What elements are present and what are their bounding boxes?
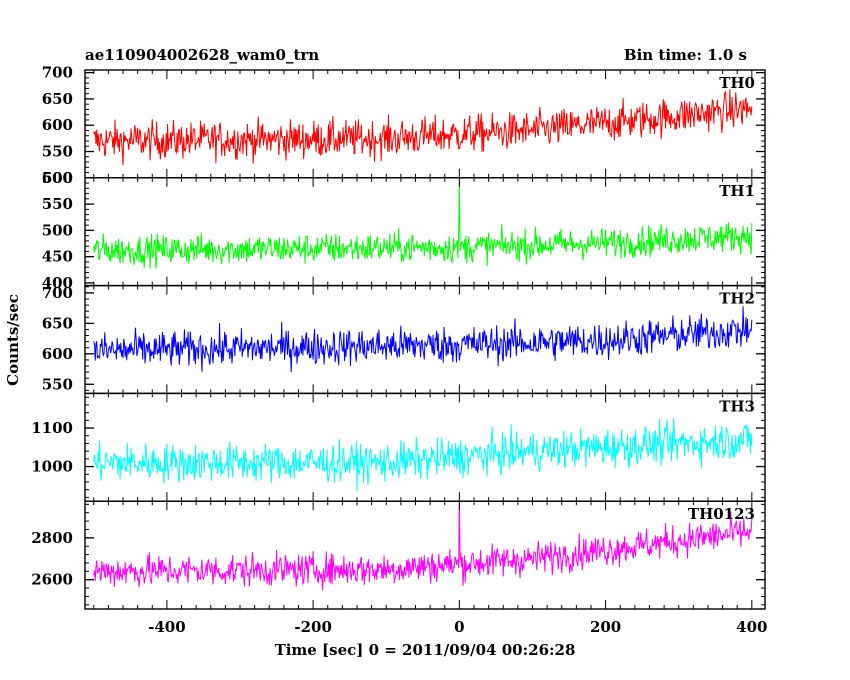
y-tick-label: 450 [42,248,73,266]
x-tick-label: -400 [148,618,186,636]
x-tick-label: 200 [590,618,621,636]
x-tick-label: 0 [454,618,464,636]
panel-frame [84,500,766,610]
y-axis-label: Counts/sec [4,294,22,386]
series-line-th0123 [93,501,753,591]
y-tick-label: 500 [42,221,73,239]
panel-th2: 550 600 650 700 TH2 [42,284,766,395]
chart-title-right: Bin time: 1.0 s [624,46,747,64]
panel-th0123: 2600 2800 TH0123 [31,500,766,610]
y-tick-label: 2600 [31,571,73,589]
y-tick-label: 500 [42,169,73,187]
chart-title-left: ae110904002628_wam0_trn [85,46,319,64]
panel-th0: 500 550 600 650 700 TH0 [42,64,766,187]
series-line-th2 [93,306,753,373]
x-axis-label: Time [sec] 0 = 2011/09/04 00:26:28 [275,641,576,659]
panel-th1: 400 450 500 550 600 TH1 [42,169,766,292]
y-tick-label: 700 [42,284,73,302]
y-tick-label: 650 [42,90,73,108]
y-tick-label: 2800 [31,529,73,547]
x-tick-label: 400 [736,618,767,636]
y-tick-label: 600 [42,345,73,363]
y-tick-label: 550 [42,195,73,213]
x-tick-label: -200 [294,618,332,636]
y-tick-label: 1000 [31,458,73,476]
panel-label: TH3 [719,397,755,415]
y-tick-label: 400 [42,274,73,292]
y-tick-label: 650 [42,314,73,332]
panel-label: TH0 [719,74,755,92]
y-tick-label: 550 [42,375,73,393]
x-axis: -400 -200 0 200 400 [148,618,767,636]
y-tick-label: 600 [42,116,73,134]
panel-frame [84,177,766,287]
series-line-th3 [93,418,753,492]
panels-group: 500 550 600 650 700 TH0 400 450 500 550 600 TH1 550 6… [31,64,766,610]
y-tick-label: 600 [42,169,73,187]
y-tick-label: 550 [42,143,73,161]
panel-th3: 1000 1100 TH3 [31,392,766,502]
y-tick-label: 700 [42,64,73,82]
series-line-th1 [93,178,753,269]
panel-label: TH0123 [688,505,755,523]
panel-label: TH1 [719,182,755,200]
series-line-th0 [93,89,753,166]
panel-label: TH2 [719,290,755,308]
y-tick-label: 1100 [31,419,73,437]
